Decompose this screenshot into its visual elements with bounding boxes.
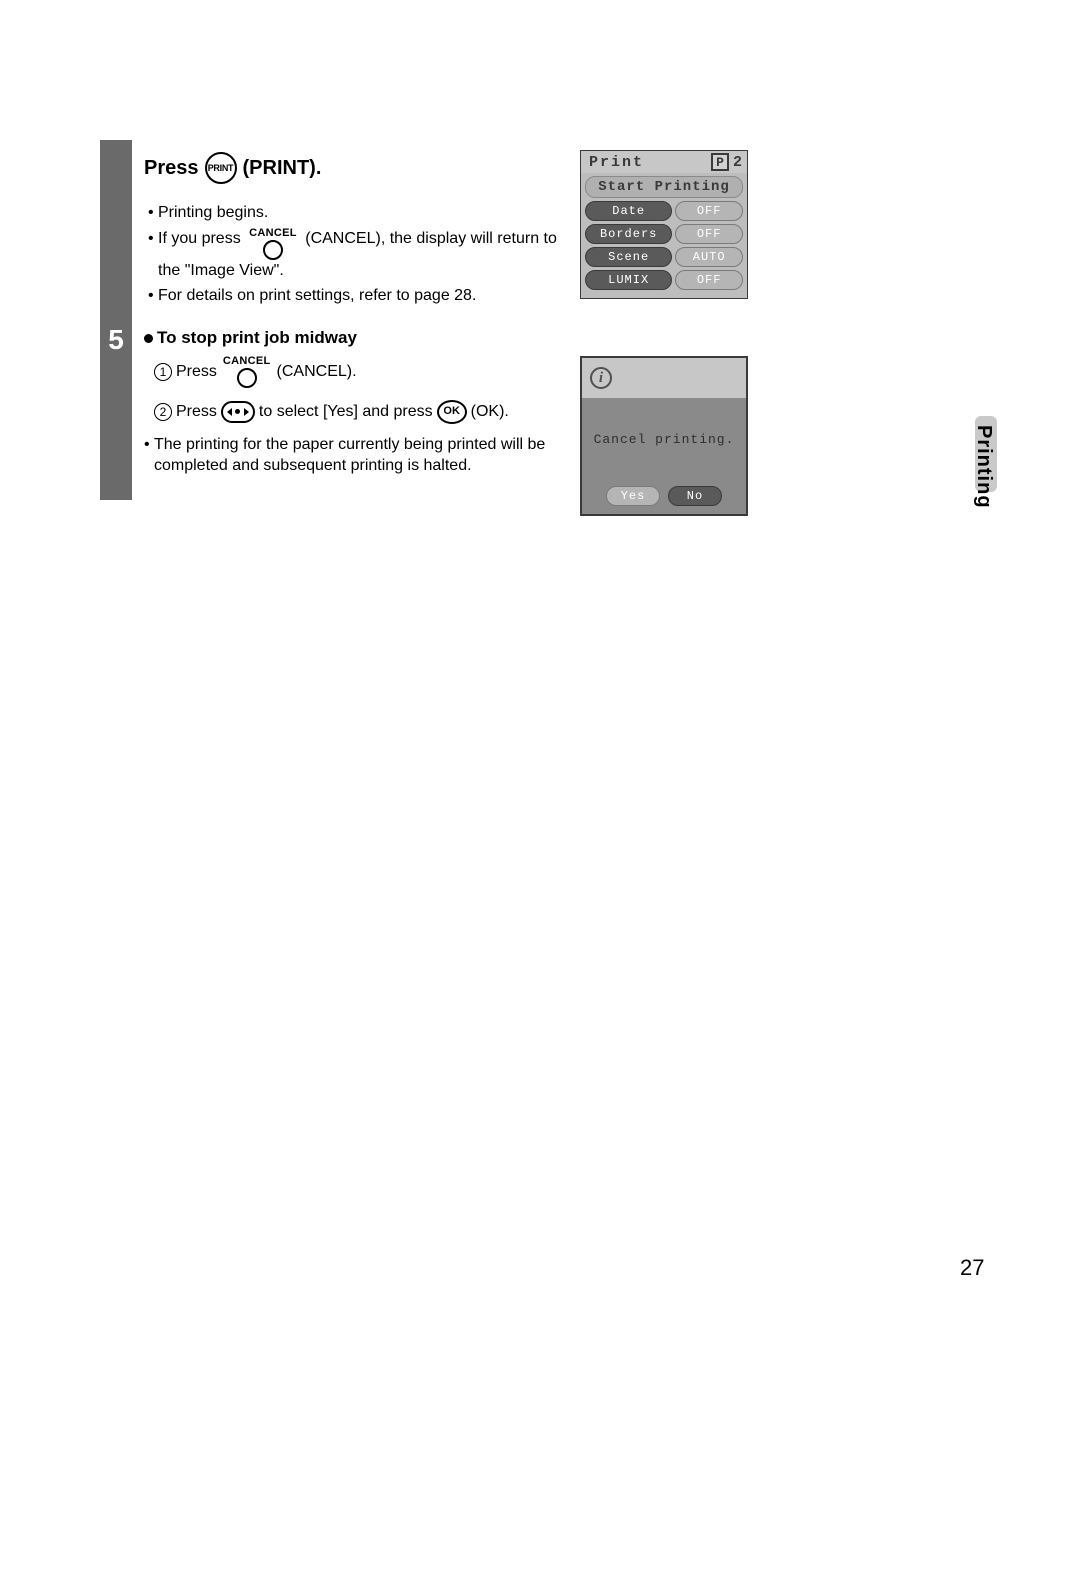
screen-header: Print P 2: [581, 151, 747, 173]
sub-heading: To stop print job midway: [144, 327, 564, 350]
s2-post: (OK).: [471, 401, 509, 423]
substep-number: 1: [154, 363, 172, 381]
bullet-dot: •: [148, 285, 158, 307]
ok-button-icon: OK: [437, 400, 467, 424]
s1-post: (CANCEL).: [277, 361, 357, 383]
section-tab: Printing: [972, 425, 995, 509]
no-option: No: [668, 486, 722, 506]
cancel-label: CANCEL: [249, 228, 297, 239]
sub-title: To stop print job midway: [157, 327, 357, 350]
bullet-item: • Printing begins.: [148, 202, 564, 224]
ok-label: OK: [443, 404, 460, 419]
yes-option: Yes: [606, 486, 660, 506]
b2-pre: If you press: [158, 230, 241, 247]
bullet-item: • The printing for the paper currently b…: [144, 434, 564, 477]
settings-row: Date OFF: [585, 201, 743, 221]
s2-pre: Press: [176, 401, 217, 423]
substep-1: 1 Press CANCEL (CANCEL).: [154, 356, 564, 388]
instruction-column: Press PRINT (PRINT). • Printing begins. …: [144, 152, 564, 481]
cancel-dialog-screen: i Cancel printing. Yes No: [580, 356, 748, 516]
settings-row: Scene AUTO: [585, 247, 743, 267]
print-menu-screen: Print P 2 Start Printing Date OFF Border…: [580, 150, 748, 299]
step-number: 5: [108, 324, 124, 356]
s2-mid: to select [Yes] and press: [259, 401, 433, 423]
settings-row: Borders OFF: [585, 224, 743, 244]
bullet-dot: •: [148, 228, 158, 250]
row-value: AUTO: [675, 247, 743, 267]
nav-left-right-icon: [221, 401, 255, 423]
cancel-button-icon: CANCEL: [249, 228, 297, 260]
page-number: 27: [960, 1255, 984, 1281]
step-heading: Press PRINT (PRINT).: [144, 152, 564, 184]
solid-bullet-icon: [144, 334, 153, 343]
bullet-list: • Printing begins. • If you press CANCEL…: [144, 202, 564, 307]
circle-icon: [263, 240, 283, 260]
heading-pre: Press: [144, 155, 199, 182]
row-value: OFF: [675, 201, 743, 221]
bullet-text: For details on print settings, refer to …: [158, 285, 564, 307]
dialog-message: Cancel printing.: [582, 398, 746, 480]
row-value: OFF: [675, 224, 743, 244]
row-label: Date: [585, 201, 672, 221]
settings-row: LUMIX OFF: [585, 270, 743, 290]
start-printing-row: Start Printing: [585, 176, 743, 198]
dialog-buttons: Yes No: [582, 480, 746, 514]
step-bar: 5: [100, 140, 132, 500]
dialog-header: i: [582, 358, 746, 398]
bullet-text: If you press CANCEL (CANCEL), the displa…: [158, 228, 564, 282]
row-label: Scene: [585, 247, 672, 267]
cancel-label: CANCEL: [223, 356, 271, 367]
note-text: The printing for the paper currently bei…: [154, 434, 564, 477]
row-value: OFF: [675, 270, 743, 290]
row-label: LUMIX: [585, 270, 672, 290]
bullet-item: • If you press CANCEL (CANCEL), the disp…: [148, 228, 564, 282]
screen-count: 2: [733, 154, 742, 171]
bullet-text: Printing begins.: [158, 202, 564, 224]
cancel-button-icon: CANCEL: [223, 356, 271, 388]
bullet-item: • For details on print settings, refer t…: [148, 285, 564, 307]
substep-2: 2 Press to select [Yes] and press OK (OK…: [154, 400, 564, 424]
heading-post: (PRINT).: [243, 155, 322, 182]
print-icon-label: PRINT: [208, 162, 234, 174]
p-badge: P: [711, 153, 729, 171]
bullet-dot: •: [148, 202, 158, 224]
screen-title: Print: [589, 154, 644, 171]
circle-icon: [237, 368, 257, 388]
print-button-icon: PRINT: [205, 152, 237, 184]
row-label: Borders: [585, 224, 672, 244]
info-icon: i: [590, 367, 612, 389]
substep-number: 2: [154, 403, 172, 421]
bullet-dot: •: [144, 434, 154, 456]
s1-pre: Press: [176, 361, 217, 383]
